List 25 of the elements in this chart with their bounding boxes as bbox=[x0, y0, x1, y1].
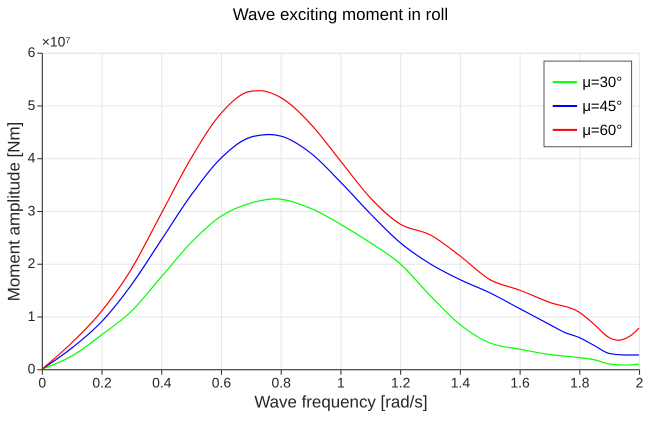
y-tick-label: 2 bbox=[28, 255, 36, 272]
x-tick-label: 0.4 bbox=[152, 374, 172, 391]
x-tick-label: 1.6 bbox=[510, 374, 530, 391]
y-tick-label: 0 bbox=[28, 360, 36, 377]
y-tick-label: 1 bbox=[28, 308, 36, 324]
chart-title: Wave exciting moment in roll bbox=[232, 4, 448, 24]
y-tick-label: 3 bbox=[28, 202, 36, 218]
x-tick-label: 1 bbox=[337, 374, 346, 391]
x-tick-label: 2 bbox=[636, 374, 644, 391]
y-tick-label: 6 bbox=[28, 44, 36, 60]
x-tick-label: 0.8 bbox=[272, 374, 292, 391]
x-tick-label: 0.2 bbox=[92, 374, 112, 391]
x-axis-title: Wave frequency [rad/s] bbox=[254, 392, 428, 412]
y-tick-label: 4 bbox=[28, 150, 36, 166]
legend-label: μ=30° bbox=[582, 74, 622, 92]
legend-label: μ=60° bbox=[582, 122, 622, 139]
legend-label: μ=45° bbox=[582, 98, 622, 115]
x-tick-label: 1.8 bbox=[570, 374, 590, 391]
x-tick-label: 0.6 bbox=[212, 374, 232, 391]
y-axis-title: Moment amplitude [Nm] bbox=[4, 122, 24, 302]
x-tick-label: 1.4 bbox=[450, 374, 470, 391]
text: ×10⁷ bbox=[42, 34, 70, 50]
x-tick-label: 1.2 bbox=[390, 374, 411, 391]
x-tick-label: 0 bbox=[38, 374, 46, 391]
y-tick-label: 5 bbox=[28, 96, 36, 113]
